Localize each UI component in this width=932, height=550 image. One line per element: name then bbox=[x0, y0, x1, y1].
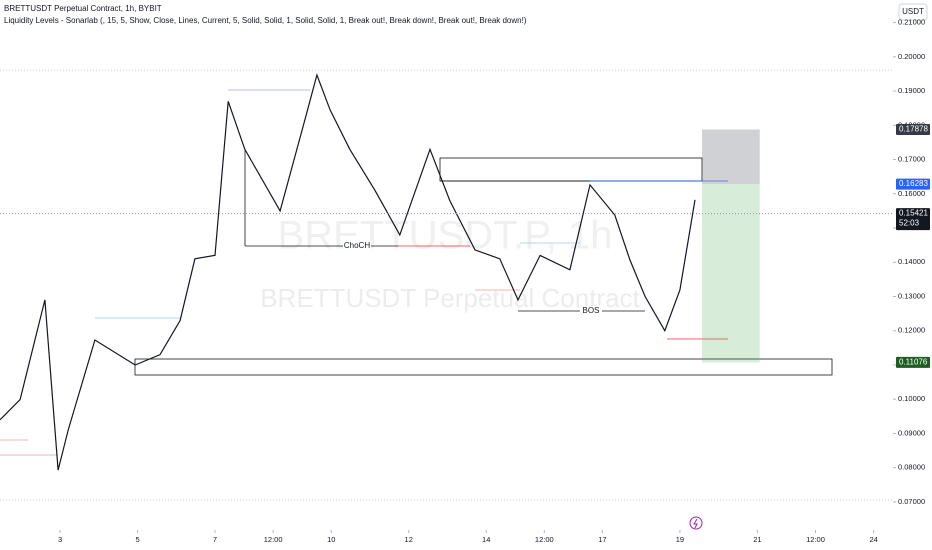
zone-box bbox=[134, 358, 833, 376]
x-tick-label: 12:00 bbox=[535, 535, 554, 544]
watermark: BRETTUSDT.P, 1h bbox=[278, 214, 613, 258]
choch-label: ChoCH bbox=[344, 241, 370, 250]
countdown: 52:03 bbox=[899, 219, 920, 228]
x-tick-label: 19 bbox=[676, 535, 684, 544]
price-badge-label: 0.11076 bbox=[899, 357, 928, 366]
y-tick-label: 0.13000 bbox=[898, 291, 925, 300]
price-badge bbox=[896, 123, 930, 135]
y-tick-label: 0.17000 bbox=[898, 155, 925, 164]
risk-zone bbox=[702, 129, 760, 185]
price-badge-label: 0.15421 bbox=[899, 209, 928, 218]
watermark: BRETTUSDT Perpetual Contract bbox=[260, 283, 640, 313]
label-bg bbox=[343, 241, 371, 251]
indicator-label: Liquidity Levels - Sonarlab (, 15, 5, Sh… bbox=[4, 16, 527, 25]
structure-overlays bbox=[0, 89, 833, 456]
price-axis bbox=[893, 0, 932, 550]
y-tick-label: 0.19000 bbox=[898, 86, 925, 95]
bos-label: BOS bbox=[583, 306, 600, 315]
x-tick-label: 3 bbox=[58, 535, 62, 544]
x-tick-label: 10 bbox=[327, 535, 335, 544]
y-tick-label: 0.14000 bbox=[898, 257, 925, 266]
x-tick-label: 5 bbox=[135, 535, 139, 544]
y-tick-label: 0.16000 bbox=[898, 189, 925, 198]
y-tick-label: 0.12000 bbox=[898, 326, 925, 335]
currency-button[interactable] bbox=[898, 3, 928, 21]
x-tick-label: 17 bbox=[598, 535, 606, 544]
price-badge-label: 0.16283 bbox=[899, 179, 928, 188]
event-icon[interactable] bbox=[689, 516, 703, 530]
x-tick-label: 12 bbox=[405, 535, 413, 544]
price-badge bbox=[896, 178, 930, 190]
x-tick-label: 24 bbox=[869, 535, 877, 544]
price-line bbox=[0, 73, 696, 471]
y-tick-label: 0.20000 bbox=[898, 52, 925, 61]
x-tick-label: 7 bbox=[213, 535, 217, 544]
price-badge bbox=[896, 208, 930, 231]
price-badge bbox=[896, 356, 930, 368]
y-tick-label: 0.09000 bbox=[898, 428, 925, 437]
label-bg bbox=[580, 306, 602, 316]
x-tick-label: 12:00 bbox=[264, 535, 283, 544]
event-icon-bolt bbox=[693, 518, 698, 529]
y-tick-label: 0.21000 bbox=[898, 18, 925, 27]
currency: USDT bbox=[902, 7, 924, 16]
y-tick-label: 0.08000 bbox=[898, 463, 925, 472]
x-tick-label: 12:00 bbox=[806, 535, 825, 544]
price-badge-label: 0.17878 bbox=[899, 125, 928, 134]
y-tick-label: 0.10000 bbox=[898, 394, 925, 403]
x-tick-label: 21 bbox=[753, 535, 761, 544]
reward-zone bbox=[702, 184, 760, 363]
y-tick-label: 0.07000 bbox=[898, 497, 925, 506]
chart-title: BRETTUSDT Perpetual Contract, 1h, BYBIT bbox=[4, 4, 162, 13]
x-tick-label: 14 bbox=[482, 535, 490, 544]
